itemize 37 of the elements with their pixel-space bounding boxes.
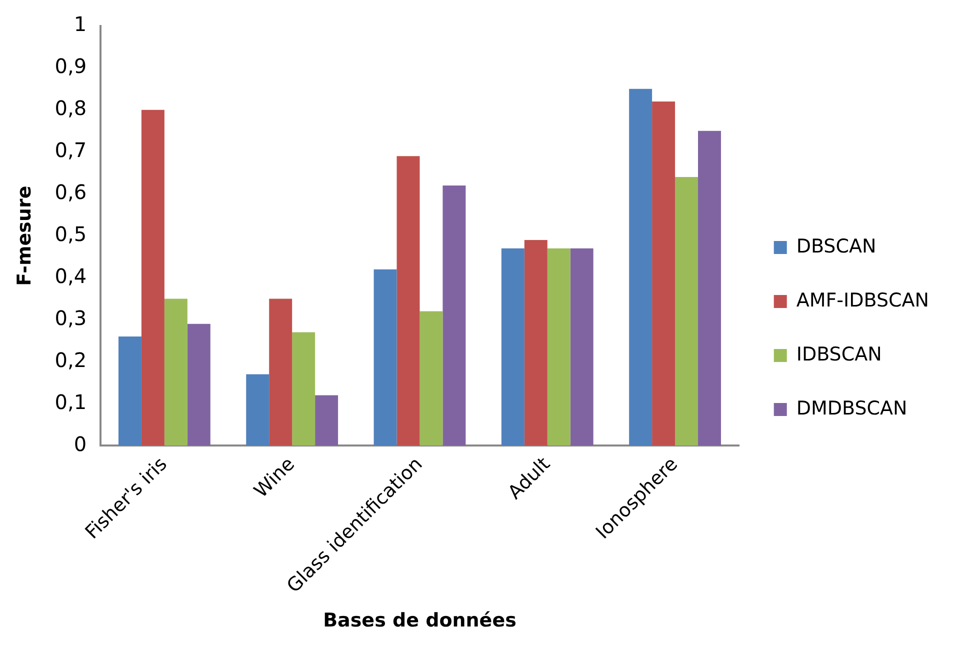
bar	[269, 298, 292, 446]
bar	[246, 374, 270, 446]
bar	[315, 395, 338, 446]
y-tick-label: 0,8	[54, 96, 87, 120]
bar	[292, 332, 316, 446]
bar	[420, 311, 443, 446]
bar	[629, 88, 652, 446]
y-axis-title: F-mesure	[13, 186, 36, 286]
x-axis-title: Bases de données	[323, 610, 516, 632]
y-tick-label: 0	[74, 432, 87, 456]
legend-label: IDBSCAN	[796, 343, 882, 366]
bar	[187, 324, 210, 446]
y-tick-label: 0,5	[54, 222, 87, 246]
bar	[524, 240, 548, 446]
bar	[698, 130, 721, 446]
y-tick-label: 1	[74, 12, 87, 36]
legend-label: DBSCAN	[796, 235, 876, 258]
bar	[141, 110, 164, 446]
bar	[675, 177, 698, 446]
bar	[118, 336, 142, 446]
bar	[570, 248, 594, 446]
y-tick-label: 0,1	[54, 390, 87, 414]
bar	[164, 298, 188, 446]
y-tick-label: 0,4	[54, 264, 87, 288]
y-tick-label: 0,9	[54, 54, 87, 78]
legend-label: DMDBSCAN	[796, 397, 908, 420]
bar	[442, 185, 466, 446]
bar	[374, 269, 397, 446]
bar	[652, 102, 676, 446]
bar	[547, 248, 570, 446]
legend-label: AMF-IDBSCAN	[796, 289, 930, 312]
y-tick-label: 0,6	[54, 180, 87, 204]
y-tick-label: 0,3	[54, 306, 87, 330]
y-tick-label: 0,7	[54, 138, 87, 162]
bar	[396, 156, 420, 446]
y-tick-label: 0,2	[54, 348, 87, 372]
bar	[501, 248, 524, 446]
